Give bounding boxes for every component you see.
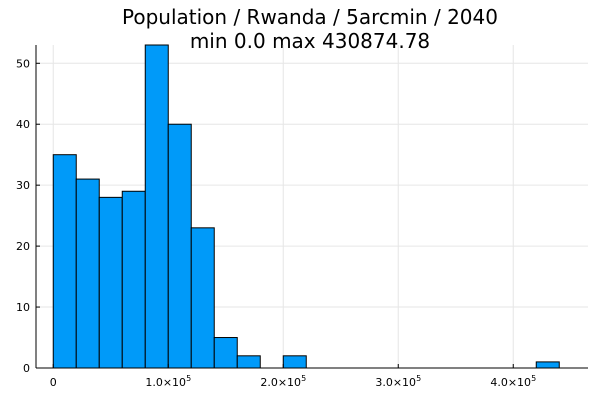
y-tick-label: 30 [16, 179, 30, 192]
axes [35, 45, 588, 369]
y-tick-label: 0 [23, 362, 30, 375]
chart-title: Population / Rwanda / 5arcmin / 2040 [122, 5, 498, 29]
x-tick-label: 2.0×105 [260, 374, 306, 389]
histogram-bar [535, 361, 560, 369]
histogram-bar [236, 355, 261, 369]
histogram-bar [52, 154, 77, 369]
y-tick-label: 40 [16, 118, 30, 131]
y-tick-label: 20 [16, 240, 30, 253]
histogram-bar [98, 196, 123, 369]
histogram-bar [190, 227, 215, 369]
histogram-bar [282, 355, 307, 369]
x-tick-label: 0 [50, 376, 57, 389]
y-tick-label: 10 [16, 301, 30, 314]
histogram-bar [75, 178, 100, 369]
histogram-bar [121, 190, 146, 369]
histogram-bar [213, 337, 238, 369]
histogram-bars [52, 44, 560, 369]
y-axis-ticks: 0 10 20 30 40 50 [16, 57, 40, 375]
x-tick-label: 4.0×105 [490, 374, 536, 389]
x-tick-label: 1.0×105 [145, 374, 191, 389]
histogram-bar [144, 44, 169, 369]
y-tick-label: 50 [16, 57, 30, 70]
histogram-bar [167, 123, 192, 369]
x-tick-label: 3.0×105 [375, 374, 421, 389]
x-axis-ticks: 0 1.0×105 2.0×105 3.0×105 4.0×105 [50, 364, 536, 389]
chart-subtitle: min 0.0 max 430874.78 [190, 29, 430, 53]
